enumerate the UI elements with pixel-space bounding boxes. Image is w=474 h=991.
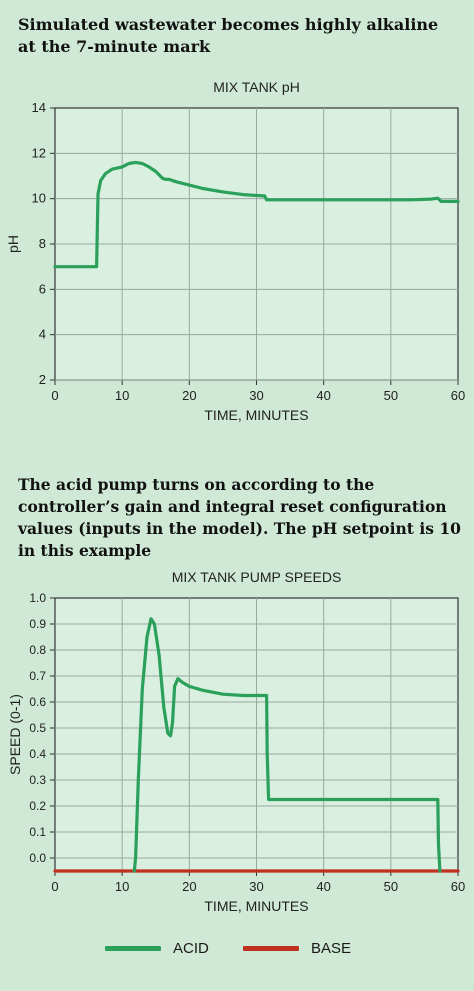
y-tick-label: 0.7 <box>29 669 46 683</box>
y-tick-label: 0.5 <box>29 721 46 735</box>
y-axis-label: SPEED (0-1) <box>7 694 23 775</box>
x-tick-label: 60 <box>451 879 465 894</box>
y-tick-label: 0.1 <box>29 825 46 839</box>
x-tick-label: 10 <box>115 388 129 403</box>
pump-legend: ACID BASE <box>0 940 474 970</box>
y-tick-label: 0.6 <box>29 695 46 709</box>
x-tick-label: 60 <box>451 388 465 403</box>
x-tick-label: 40 <box>316 388 330 403</box>
y-tick-label: 10 <box>32 191 46 206</box>
x-axis-label: TIME, MINUTES <box>204 898 308 914</box>
y-tick-label: 0.0 <box>29 851 46 865</box>
y-axis-label: pH <box>5 235 21 253</box>
y-tick-label: 1.0 <box>29 591 46 605</box>
chart-title: MIX TANK pH <box>213 79 300 95</box>
series-line-acid <box>132 617 442 873</box>
x-tick-label: 20 <box>182 388 196 403</box>
x-tick-label: 10 <box>115 879 129 894</box>
legend-item-acid: ACID <box>105 940 209 957</box>
y-tick-label: 12 <box>32 145 46 160</box>
series-line-ph <box>53 160 460 269</box>
legend-item-base: BASE <box>243 940 351 957</box>
x-tick-label: 30 <box>249 388 263 403</box>
x-tick-label: 40 <box>316 879 330 894</box>
x-tick-label: 50 <box>384 388 398 403</box>
y-tick-label: 8 <box>39 236 46 251</box>
y-tick-label: 2 <box>39 372 46 387</box>
y-tick-label: 4 <box>39 327 46 342</box>
y-tick-label: 0.3 <box>29 773 46 787</box>
x-tick-label: 20 <box>182 879 196 894</box>
y-tick-label: 0.9 <box>29 617 46 631</box>
ph-chart: MIX TANK pH 0 10 20 30 40 50 60 2 4 6 8 10 12 14 TIME, … <box>5 79 465 423</box>
y-tick-label: 14 <box>32 100 46 115</box>
x-tick-label: 0 <box>51 388 58 403</box>
y-tick-label: 6 <box>39 281 46 296</box>
legend-label-acid: ACID <box>173 940 209 957</box>
x-axis-label: TIME, MINUTES <box>204 407 308 423</box>
legend-swatch-base <box>243 946 299 951</box>
pump-speed-chart: MIX TANK PUMP SPEEDS 0 10 20 30 40 50 60 0.0 0.1 0… <box>7 569 465 914</box>
middle-heading: The acid pump turns on according to the … <box>18 475 461 560</box>
x-tick-label: 30 <box>249 879 263 894</box>
top-heading: Simulated wastewater becomes highly alka… <box>18 15 439 56</box>
x-tick-label: 0 <box>51 879 58 894</box>
y-tick-label: 0.4 <box>29 747 46 761</box>
x-tick-label: 50 <box>384 879 398 894</box>
chart-title: MIX TANK PUMP SPEEDS <box>172 569 342 585</box>
legend-label-base: BASE <box>311 940 352 957</box>
legend-swatch-acid <box>105 946 161 951</box>
y-tick-label: 0.8 <box>29 643 46 657</box>
y-tick-label: 0.2 <box>29 799 46 813</box>
